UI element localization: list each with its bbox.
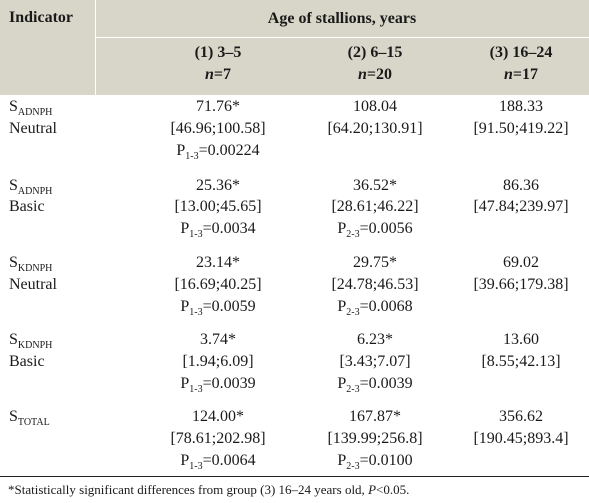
row-1-indicator: SADNPH: [9, 98, 53, 118]
row-5-g1-value: 124.00*: [192, 408, 244, 425]
row-2-g3-value: 86.36: [503, 177, 539, 194]
group-1-n: n=7: [204, 66, 232, 83]
row-1-g1-value: 71.76*: [196, 98, 240, 115]
row-3-indicator: SKDNPH: [9, 254, 53, 274]
table-header: [0, 0, 589, 95]
row-4-g2-range: [3.43;7.07]: [339, 353, 411, 370]
age-header: Age of stallions, years: [267, 10, 417, 27]
row-1-g3-value: 188.33: [499, 98, 543, 115]
row-4-kind: Basic: [9, 353, 45, 370]
row-2-g1-p: P1-3=0.0034: [180, 220, 256, 240]
row-5-g3-range: [190.45;893.4]: [473, 430, 569, 447]
row-1-g3-range: [91.50;419.22]: [473, 120, 569, 137]
row-3-g2-p: P2-3=0.0068: [337, 298, 413, 318]
row-4-g1-p: P1-3=0.0039: [180, 375, 256, 395]
table-bottom-rule: [0, 476, 589, 477]
header-column-divider: [95, 0, 96, 95]
indicator-header: Indicator: [9, 9, 73, 26]
row-4-indicator: SKDNPH: [9, 331, 53, 351]
row-2-g2-p: P2-3=0.0056: [337, 220, 413, 240]
row-2-g1-value: 25.36*: [196, 177, 240, 194]
row-3-kind: Neutral: [9, 276, 57, 293]
group-2-n: n=20: [357, 66, 393, 83]
row-4-g3-range: [8.55;42.13]: [481, 353, 561, 370]
row-5-g2-value: 167.87*: [349, 408, 401, 425]
group-3-n: n=17: [503, 66, 539, 83]
row-1-g1-range: [46.96;100.58]: [170, 120, 266, 137]
row-3-g3-value: 69.02: [503, 254, 539, 271]
row-5-g2-p: P2-3=0.0100: [337, 452, 413, 472]
row-5-g2-range: [139.99;256.8]: [327, 430, 423, 447]
row-4-g2-value: 6.23*: [357, 331, 393, 348]
group-2-header: (2) 6–15: [347, 44, 403, 61]
row-1-g2-value: 108.04: [353, 98, 397, 115]
row-2-kind: Basic: [9, 198, 45, 215]
row-3-g3-range: [39.66;179.38]: [473, 276, 569, 293]
row-2-g1-range: [13.00;45.65]: [174, 198, 262, 215]
row-4-g2-p: P2-3=0.0039: [337, 375, 413, 395]
row-4-g1-value: 3.74*: [200, 331, 236, 348]
row-2-g2-value: 36.52*: [353, 177, 397, 194]
row-1-kind: Neutral: [9, 120, 57, 137]
row-4-g3-value: 13.60: [503, 331, 539, 348]
row-5-g1-range: [78.61;202.98]: [170, 430, 266, 447]
footnote: *Statistically significant differences f…: [8, 482, 410, 497]
group-3-header: (3) 16–24: [489, 44, 553, 61]
row-3-g1-range: [16.69;40.25]: [174, 276, 262, 293]
group-1-header: (1) 3–5: [194, 44, 242, 61]
row-4-g1-range: [1.94;6.09]: [182, 353, 254, 370]
row-3-g2-value: 29.75*: [353, 254, 397, 271]
row-2-indicator: SADNPH: [9, 177, 53, 197]
row-5-g1-p: P1-3=0.0064: [180, 452, 256, 472]
header-divider: [95, 37, 589, 38]
row-2-g3-range: [47.84;239.97]: [473, 198, 569, 215]
row-5-indicator: STOTAL: [9, 408, 50, 428]
row-3-g2-range: [24.78;46.53]: [331, 276, 419, 293]
row-5-g3-value: 356.62: [499, 408, 543, 425]
row-3-g1-value: 23.14*: [196, 254, 240, 271]
row-2-g2-range: [28.61;46.22]: [331, 198, 419, 215]
row-1-g1-p: P1-3=0.00224: [176, 142, 260, 162]
row-1-g2-range: [64.20;130.91]: [327, 120, 423, 137]
row-3-g1-p: P1-3=0.0059: [180, 298, 256, 318]
